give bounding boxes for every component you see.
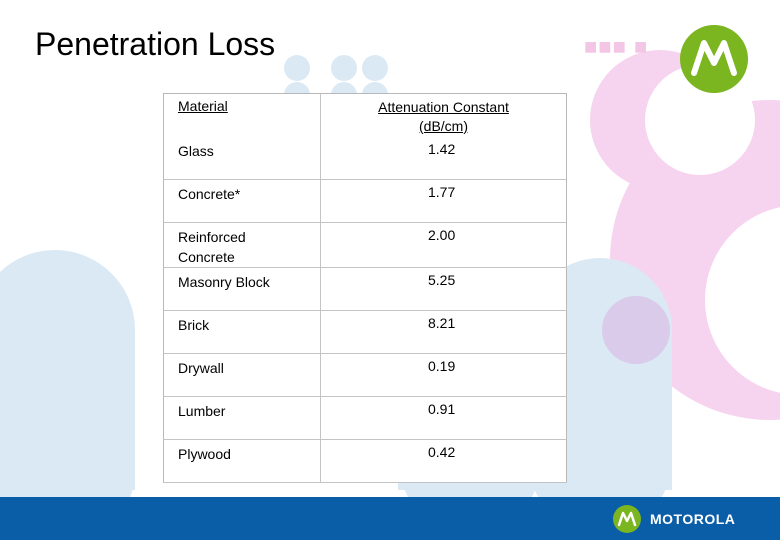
value-cell: 8.21 (320, 310, 567, 354)
table-row: Plywood 0.42 (163, 439, 567, 483)
motorola-logo-icon (613, 505, 641, 533)
motorola-logo-icon (680, 25, 748, 93)
material-cell: Masonry Block (163, 267, 321, 311)
value-cell: 1.77 (320, 179, 567, 223)
material-cell: Lumber (163, 396, 321, 440)
material-cell: Brick (163, 310, 321, 354)
footer-bar (0, 497, 780, 540)
header-material: Material (163, 93, 321, 137)
value-cell: 1.42 (320, 136, 567, 180)
value-cell: 5.25 (320, 267, 567, 311)
table-row: Lumber 0.91 (163, 396, 567, 440)
table-row: Concrete* 1.77 (163, 179, 567, 223)
table-row: Glass 1.42 (163, 136, 567, 180)
table-row: Brick 8.21 (163, 310, 567, 354)
material-cell: Plywood (163, 439, 321, 483)
slide-title: Penetration Loss (35, 26, 276, 62)
value-cell: 2.00 (320, 222, 567, 268)
table-row: Reinforced Concrete 2.00 (163, 222, 567, 268)
brand-wordmark: MOTOROLA (650, 511, 736, 527)
penetration-loss-table: Material Attenuation Constant (dB/cm) Gl… (163, 93, 567, 483)
header-attenuation: Attenuation Constant (dB/cm) (378, 99, 509, 134)
material-cell: Concrete* (163, 179, 321, 223)
value-cell: 0.19 (320, 353, 567, 397)
value-cell: 0.91 (320, 396, 567, 440)
material-cell: Reinforced Concrete (163, 222, 321, 268)
decorative-dots-icon: ■■■ ■ (584, 34, 649, 59)
table-row: Drywall 0.19 (163, 353, 567, 397)
material-cell: Glass (163, 136, 321, 180)
material-cell: Drywall (163, 353, 321, 397)
table-header-row: Material Attenuation Constant (dB/cm) (163, 93, 567, 137)
value-cell: 0.42 (320, 439, 567, 483)
table-row: Masonry Block 5.25 (163, 267, 567, 311)
